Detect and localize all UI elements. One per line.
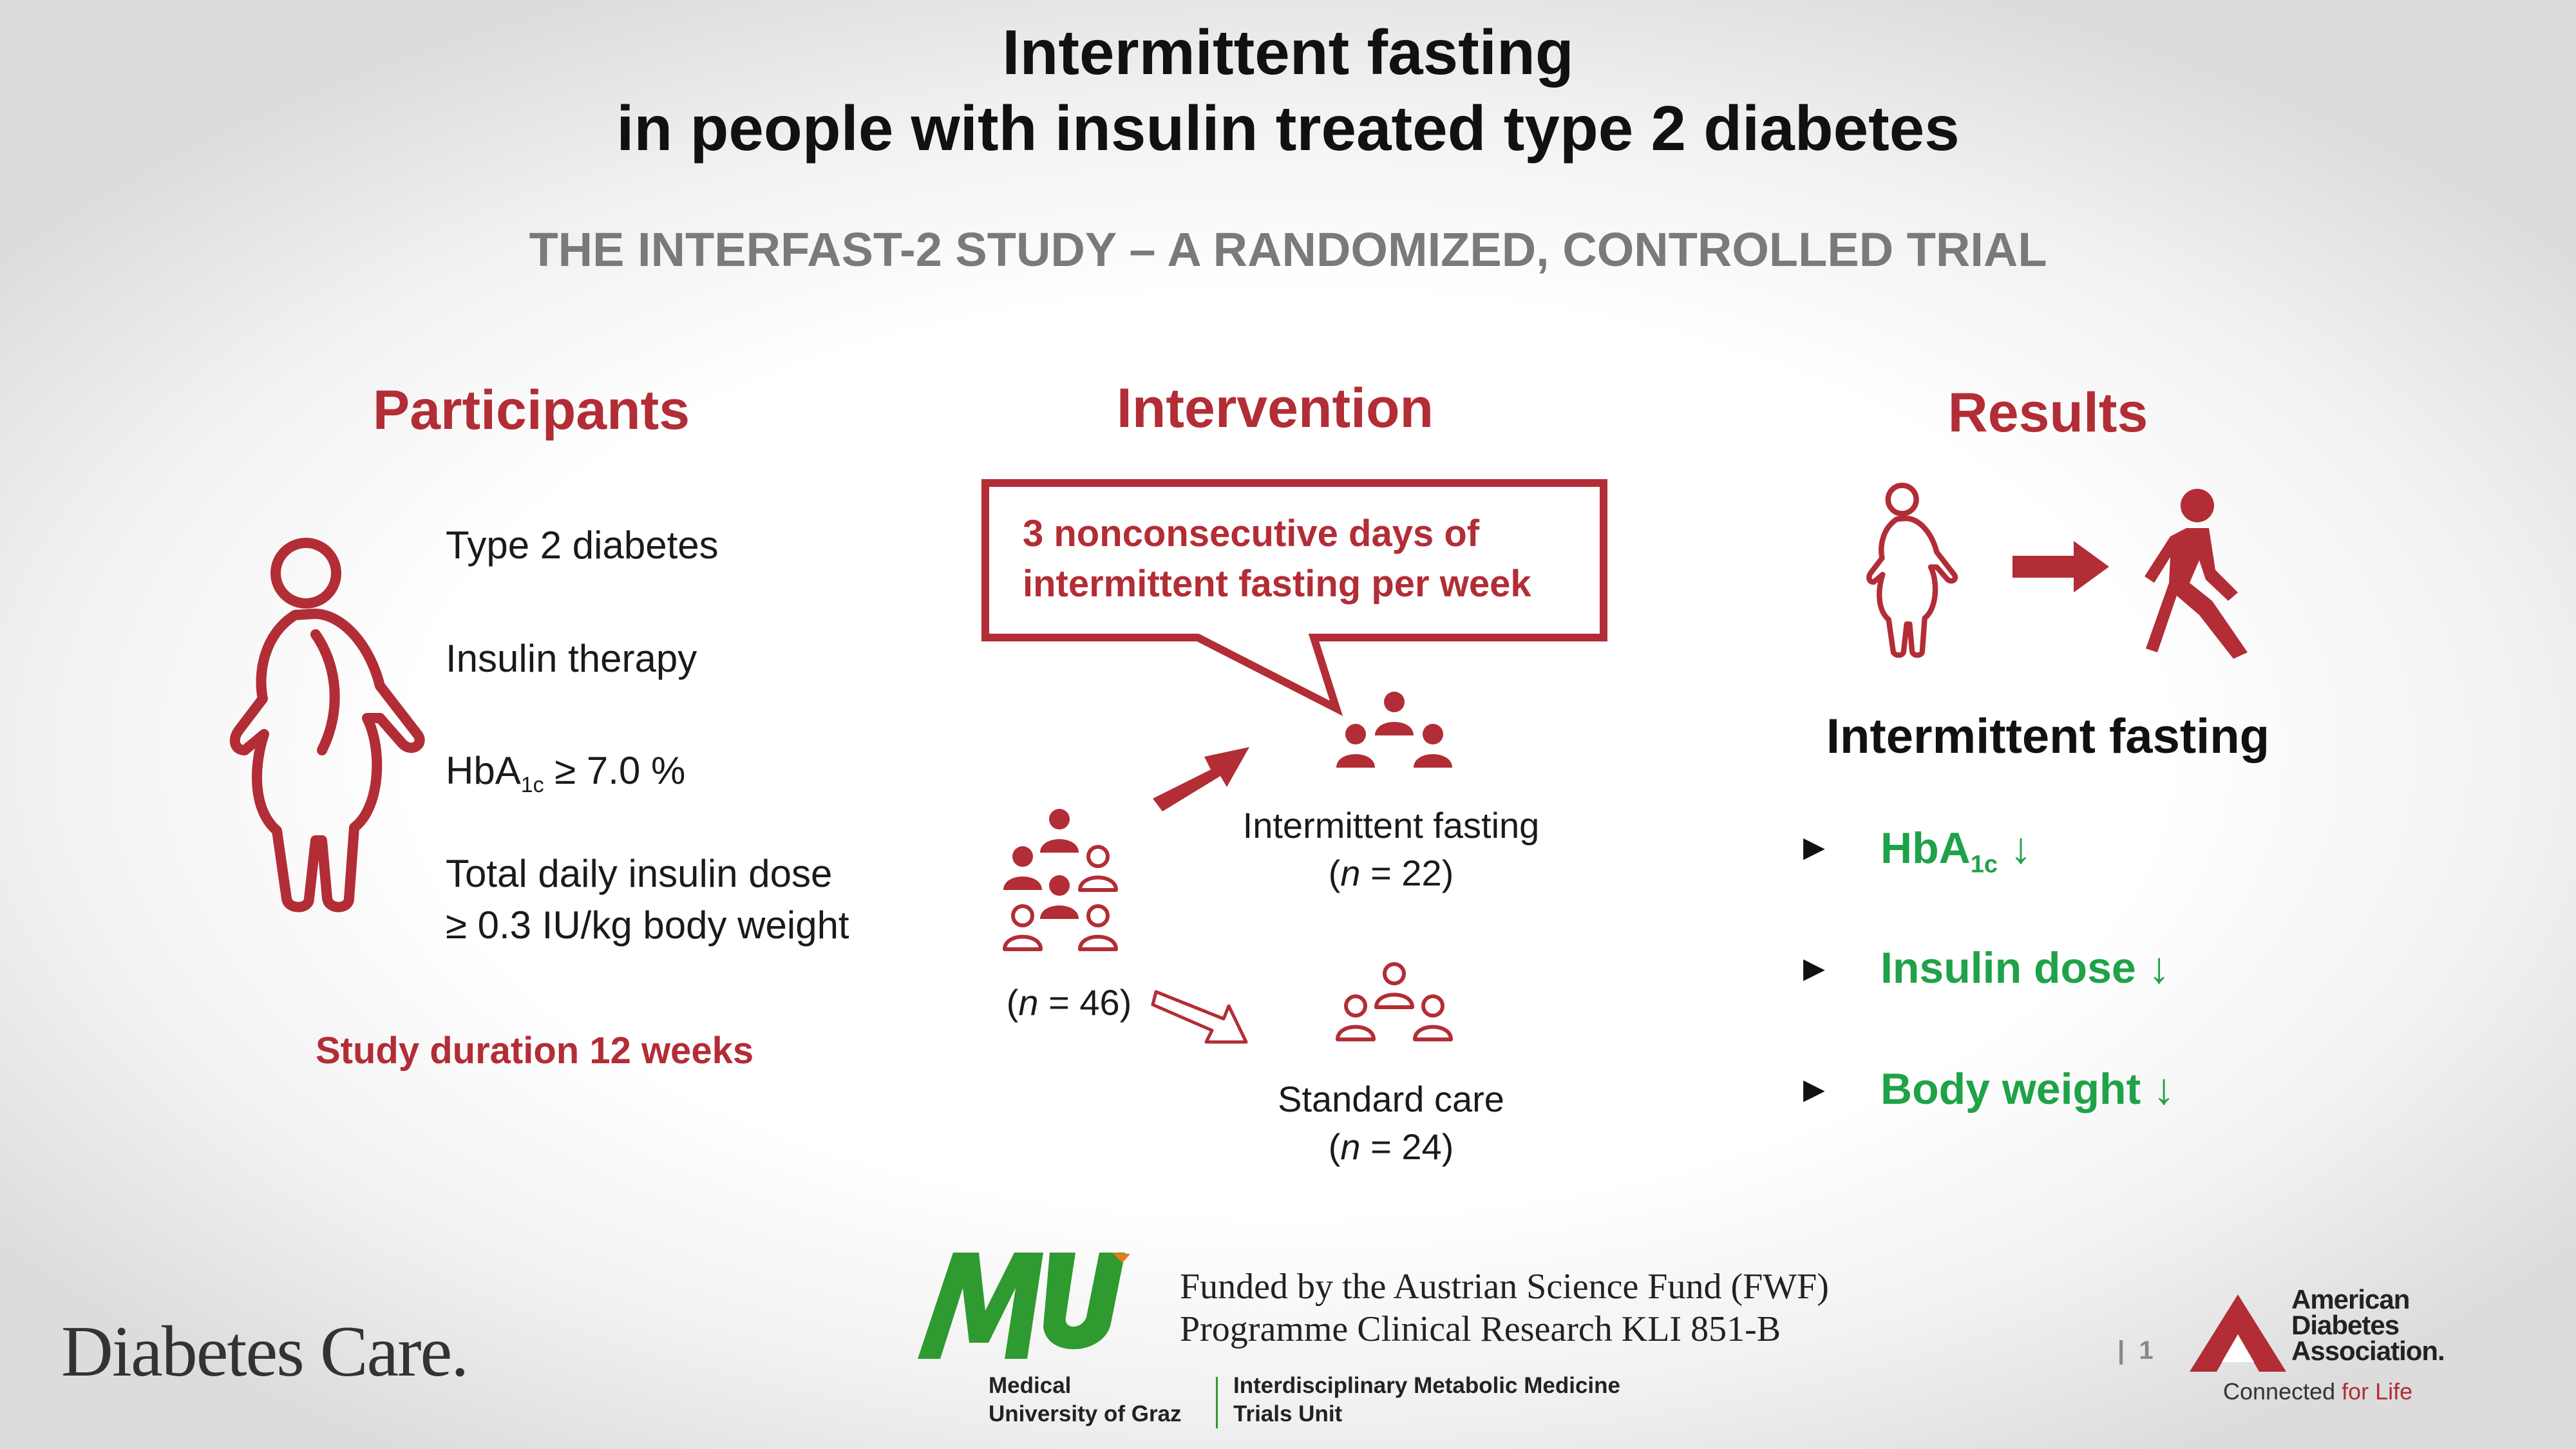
page-separator: | xyxy=(2117,1336,2125,1365)
title-line-1: Intermittent fasting xyxy=(1002,17,1574,88)
result-body-weight: Body weight ↓ xyxy=(1880,1065,2175,1113)
result-hba-arrow: ↓ xyxy=(1998,824,2032,873)
ada-name: American Diabetes Association. xyxy=(2291,1284,2445,1366)
result-hba-text: HbA xyxy=(1880,824,1971,873)
criterion-dose-line-2: ≥ 0.3 IU/kg body weight xyxy=(446,904,849,947)
speech-callout xyxy=(981,479,1607,716)
obese-person-icon xyxy=(229,538,425,913)
outline-arrow-to-sc xyxy=(1151,990,1248,1044)
callout-line-2: intermittent fasting per week xyxy=(1023,563,1531,605)
total-participants-icon xyxy=(998,809,1127,960)
callout-text: 3 nonconsecutive days of intermittent fas… xyxy=(1023,509,1531,609)
results-heading: Results xyxy=(1947,382,2148,444)
total-n-label: (n = 46) xyxy=(995,979,1143,1027)
sc-n-value: = 24) xyxy=(1360,1126,1454,1167)
ada-logo-mark xyxy=(2190,1294,2286,1372)
intervention-heading: Intervention xyxy=(1116,377,1434,439)
obese-person-small-icon xyxy=(1866,482,1958,658)
sc-n-italic: n xyxy=(1340,1126,1361,1167)
ada-tag-connected: Connected xyxy=(2223,1378,2342,1405)
sc-label: Standard care xyxy=(1278,1079,1504,1119)
results-subheading: Intermittent fasting xyxy=(1826,709,2270,764)
if-label: Intermittent fasting xyxy=(1242,805,1540,846)
result-hba-sub: 1c xyxy=(1970,851,1998,878)
total-open: ( xyxy=(1006,982,1019,1023)
if-open: ( xyxy=(1328,853,1341,893)
total-n-italic: n xyxy=(1018,982,1039,1023)
mu-name-line-1: Medical xyxy=(989,1373,1072,1398)
sc-open: ( xyxy=(1328,1126,1341,1167)
unit-line-2: Trials Unit xyxy=(1233,1401,1343,1426)
sc-group-label: Standard care (n = 24) xyxy=(1191,1075,1591,1171)
participants-heading: Participants xyxy=(372,379,690,441)
if-group-icon xyxy=(1336,692,1452,768)
right-arrow-icon xyxy=(2012,541,2109,592)
criterion-hba1c: HbA1c ≥ 7.0 % xyxy=(446,748,685,798)
result-hba1c: HbA1c ↓ xyxy=(1880,823,2032,879)
journal-logo: Diabetes Care. xyxy=(61,1312,469,1392)
funding-line-2: Programme Clinical Research KLI 851-B xyxy=(1180,1309,1781,1349)
if-n: (n = 22) xyxy=(1191,849,1591,897)
medical-university-graz-logo xyxy=(918,1253,1130,1359)
sc-group-icon xyxy=(1330,960,1459,1050)
funding-note: Funded by the Austrian Science Fund (FWF… xyxy=(1180,1265,1829,1350)
if-n-italic: n xyxy=(1340,853,1361,893)
criterion-type2-diabetes: Type 2 diabetes xyxy=(446,524,719,567)
if-group-label: Intermittent fasting (n = 22) xyxy=(1191,802,1591,897)
bullet-icon: ▶ xyxy=(1803,952,1825,984)
mu-name-line-2: University of Graz xyxy=(989,1401,1182,1426)
mu-divider xyxy=(1216,1377,1218,1428)
hba-text: HbA xyxy=(446,749,521,792)
bullet-icon: ▶ xyxy=(1803,831,1825,863)
ada-line-3: Association. xyxy=(2291,1336,2445,1366)
ada-tag-for-life: for Life xyxy=(2342,1378,2413,1405)
ada-line-2: Diabetes xyxy=(2291,1310,2400,1340)
ada-tagline: Connected for Life xyxy=(2223,1378,2412,1405)
hba-subscript: 1c xyxy=(520,773,544,797)
hba-threshold: ≥ 7.0 % xyxy=(544,749,686,792)
result-insulin-dose: Insulin dose ↓ xyxy=(1880,943,2170,992)
ada-line-1: American xyxy=(2291,1284,2410,1314)
walking-person-icon xyxy=(2145,489,2248,659)
if-n-value: = 22) xyxy=(1360,853,1454,893)
mu-name: Medical University of Graz xyxy=(989,1372,1182,1428)
unit-line-1: Interdisciplinary Metabolic Medicine xyxy=(1233,1373,1620,1398)
bullet-icon: ▶ xyxy=(1803,1074,1825,1105)
title-line-2: in people with insulin treated type 2 di… xyxy=(616,93,1960,164)
page-value: 1 xyxy=(2139,1336,2154,1365)
callout-line-1: 3 nonconsecutive days of xyxy=(1023,513,1480,554)
total-n-value: = 46) xyxy=(1038,982,1132,1023)
page-number: | 1 xyxy=(2117,1336,2154,1365)
criterion-dose-line-1: Total daily insulin dose xyxy=(446,852,833,895)
study-duration: Study duration 12 weeks xyxy=(316,1030,754,1072)
sc-n: (n = 24) xyxy=(1191,1123,1591,1171)
funding-line-1: Funded by the Austrian Science Fund (FWF… xyxy=(1180,1267,1829,1307)
subtitle: THE INTERFAST-2 STUDY – A RANDOMIZED, CO… xyxy=(529,223,2047,276)
solid-arrow-to-if xyxy=(1153,747,1249,811)
criterion-insulin-therapy: Insulin therapy xyxy=(446,637,697,680)
trials-unit: Interdisciplinary Metabolic Medicine Tria… xyxy=(1233,1372,1620,1428)
